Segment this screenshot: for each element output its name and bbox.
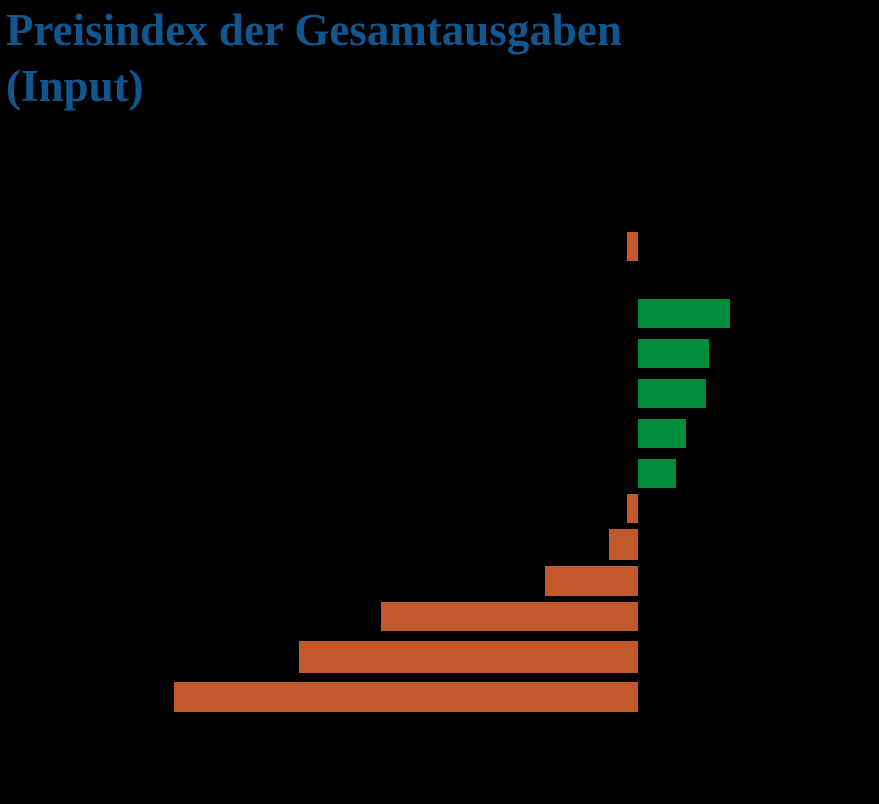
bar-2-positive (638, 299, 730, 328)
bar-11-negative (299, 641, 638, 673)
bar-8-negative (609, 529, 638, 560)
page-title: Preisindex der Gesamtausgaben (Input) (6, 2, 622, 114)
bar-1-negative (627, 232, 638, 261)
bar-3-positive (638, 339, 709, 368)
page-title-line-1: Preisindex der Gesamtausgaben (6, 5, 622, 55)
bar-4-positive (638, 379, 706, 408)
page-title-line-2: (Input) (6, 61, 144, 111)
bar-9-negative (545, 566, 638, 596)
bar-10-negative (381, 602, 638, 631)
bar-7-negative (627, 494, 638, 523)
bar-6-positive (638, 459, 676, 488)
bar-5-positive (638, 419, 686, 448)
bar-12-negative (174, 682, 638, 712)
